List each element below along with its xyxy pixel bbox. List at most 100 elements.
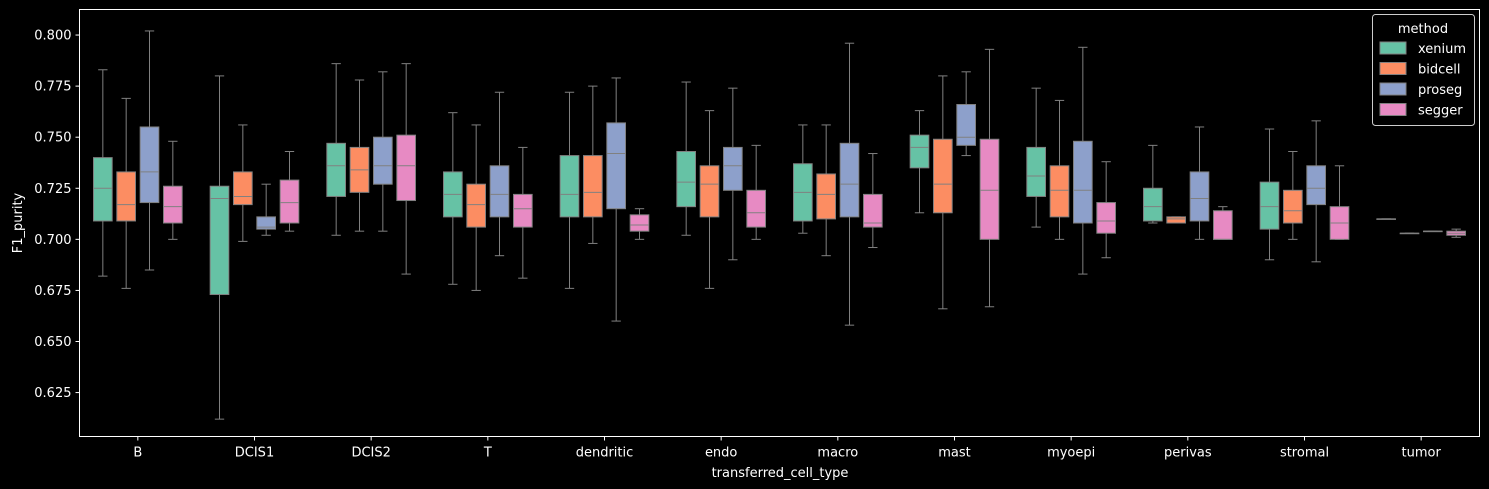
box-segger-myoepi bbox=[1096, 161, 1117, 259]
box-proseg-perivas bbox=[1189, 126, 1210, 240]
legend-swatch-bidcell bbox=[1379, 62, 1407, 75]
x-tick-label: perivas bbox=[1164, 446, 1212, 461]
box-xenium-perivas bbox=[1143, 144, 1163, 224]
box-body bbox=[279, 179, 300, 224]
box-segger-DCIS2 bbox=[396, 63, 417, 275]
legend-swatch-segger bbox=[1379, 103, 1407, 116]
box-bidcell-tumor bbox=[1399, 232, 1420, 235]
legend-swatch-xenium bbox=[1379, 41, 1407, 55]
box-proseg-T bbox=[489, 91, 510, 257]
y-tick-label: 0.650 bbox=[34, 335, 71, 350]
box-bidcell-DCIS1 bbox=[233, 124, 253, 242]
box-body bbox=[816, 173, 836, 220]
box-xenium-DCIS2 bbox=[326, 63, 347, 236]
y-axis-label: F1_purity bbox=[11, 192, 26, 253]
box-bidcell-B bbox=[116, 97, 137, 289]
box-body bbox=[676, 150, 696, 208]
box-body bbox=[163, 185, 183, 224]
box-xenium-stromal bbox=[1259, 128, 1280, 261]
box-body bbox=[1073, 140, 1093, 224]
legend-label-proseg: proseg bbox=[1418, 83, 1462, 98]
legend-label-xenium: xenium bbox=[1418, 42, 1466, 57]
y-tick-label: 0.800 bbox=[34, 29, 71, 44]
box-bidcell-stromal bbox=[1283, 150, 1303, 240]
box-proseg-dendritic bbox=[606, 77, 626, 322]
box-bidcell-endo bbox=[699, 110, 720, 289]
box-body bbox=[699, 165, 720, 218]
box-proseg-macro bbox=[839, 42, 860, 326]
x-tick-label: myoepi bbox=[1047, 446, 1095, 461]
legend: method xenium bidcell proseg segger bbox=[1372, 14, 1475, 126]
x-tick-label: DCIS2 bbox=[351, 446, 390, 461]
box-proseg-mast bbox=[956, 71, 976, 157]
y-tick-label: 0.775 bbox=[34, 80, 71, 95]
box-xenium-dendritic bbox=[559, 91, 580, 289]
legend-label-segger: segger bbox=[1418, 104, 1463, 119]
box-body bbox=[839, 142, 860, 218]
box-bidcell-myoepi bbox=[1049, 99, 1070, 240]
y-tick-label: 0.625 bbox=[34, 386, 71, 401]
box-segger-perivas bbox=[1213, 206, 1233, 240]
box-body bbox=[1026, 146, 1047, 197]
legend-swatch-proseg bbox=[1379, 82, 1407, 96]
box-body bbox=[746, 189, 766, 228]
x-tick-label: macro bbox=[817, 446, 858, 461]
box-body bbox=[559, 155, 580, 218]
box-bidcell-macro bbox=[816, 124, 836, 257]
box-xenium-B bbox=[93, 69, 113, 277]
box-xenium-endo bbox=[676, 81, 696, 236]
box-xenium-DCIS1 bbox=[209, 75, 230, 420]
box-body bbox=[933, 138, 953, 214]
box-body bbox=[979, 138, 1000, 240]
box-bidcell-perivas bbox=[1166, 216, 1187, 224]
box-body bbox=[1283, 189, 1303, 224]
x-tick-label: T bbox=[483, 446, 492, 461]
box-body bbox=[93, 157, 113, 222]
box-body bbox=[1096, 202, 1117, 234]
box-body bbox=[326, 142, 347, 197]
x-axis-label: transferred_cell_type bbox=[712, 466, 849, 481]
x-tick-label: dendritic bbox=[576, 446, 634, 461]
box-segger-DCIS1 bbox=[279, 150, 300, 232]
x-tick-label: mast bbox=[938, 446, 971, 461]
y-tick-label: 0.675 bbox=[34, 284, 71, 299]
box-bidcell-T bbox=[466, 124, 487, 291]
boxes-layer bbox=[93, 30, 1467, 420]
box-body bbox=[583, 155, 603, 218]
box-body bbox=[956, 104, 976, 146]
y-tick-label: 0.750 bbox=[34, 131, 71, 146]
box-body bbox=[209, 185, 230, 296]
box-proseg-DCIS2 bbox=[373, 71, 393, 232]
legend-label-bidcell: bidcell bbox=[1418, 63, 1461, 78]
box-bidcell-mast bbox=[933, 75, 953, 310]
y-axis: 0.625 0.650 0.675 0.700 0.725 0.750 0.775 0.800 bbox=[34, 29, 80, 401]
box-segger-mast bbox=[979, 48, 1000, 308]
box-xenium-tumor bbox=[1376, 218, 1397, 220]
legend-title: method bbox=[1398, 22, 1448, 37]
box-xenium-T bbox=[443, 112, 463, 285]
x-tick-label: tumor bbox=[1402, 446, 1442, 461]
box-body bbox=[629, 214, 650, 232]
box-body bbox=[466, 183, 487, 228]
y-tick-label: 0.700 bbox=[34, 233, 71, 248]
box-xenium-macro bbox=[793, 124, 813, 234]
box-segger-T bbox=[513, 146, 533, 279]
box-body bbox=[1143, 187, 1163, 222]
legend-items: xenium bidcell proseg segger bbox=[1379, 41, 1466, 119]
box-proseg-myoepi bbox=[1073, 46, 1093, 275]
box-proseg-stromal bbox=[1306, 120, 1327, 263]
box-proseg-DCIS1 bbox=[256, 183, 277, 236]
box-segger-tumor bbox=[1446, 228, 1467, 238]
box-bidcell-DCIS2 bbox=[349, 79, 370, 232]
box-xenium-mast bbox=[909, 110, 930, 214]
box-segger-dendritic bbox=[629, 208, 650, 240]
x-tick-label: stromal bbox=[1280, 446, 1329, 461]
box-bidcell-dendritic bbox=[583, 85, 603, 244]
box-body bbox=[116, 171, 137, 222]
box-body bbox=[513, 193, 533, 228]
box-body bbox=[1189, 171, 1210, 222]
box-body bbox=[373, 136, 393, 185]
x-tick-label: endo bbox=[705, 446, 737, 461]
